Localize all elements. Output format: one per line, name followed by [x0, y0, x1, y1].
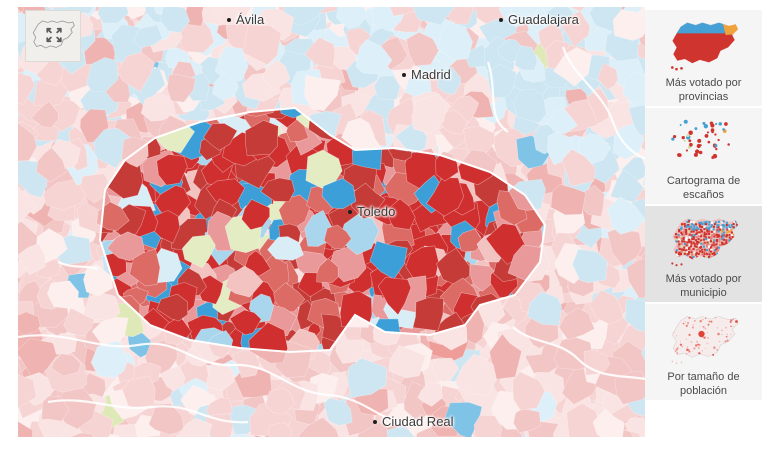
sidebar-item-poblacion[interactable]: Por tamaño de población	[645, 304, 762, 400]
seat-cartogram-thumbnail	[670, 119, 730, 159]
sidebar-item-label: Más votado por provincias	[665, 77, 742, 104]
sidebar-item-label: Cartograma de escaños	[666, 175, 741, 202]
expand-arrows-icon	[32, 20, 75, 49]
map-view-sidebar: Más votado por provincias Cartograma de …	[645, 0, 768, 453]
provinces-map-thumbnail	[670, 22, 738, 71]
population-dots-thumbnail	[671, 316, 739, 364]
sidebar-item-municipio[interactable]: Más votado por municipio	[645, 206, 762, 302]
municipalities-map-thumbnail	[670, 218, 738, 267]
sidebar-item-provincias[interactable]: Más votado por provincias	[645, 10, 762, 106]
municipality-choropleth-map[interactable]	[18, 7, 645, 437]
spain-overview-control[interactable]	[25, 10, 81, 62]
map-canvas[interactable]	[18, 7, 645, 437]
sidebar-item-label: Por tamaño de población	[667, 371, 740, 398]
sidebar-item-cartograma[interactable]: Cartograma de escaños	[645, 108, 762, 204]
sidebar-item-label: Más votado por municipio	[665, 273, 742, 300]
